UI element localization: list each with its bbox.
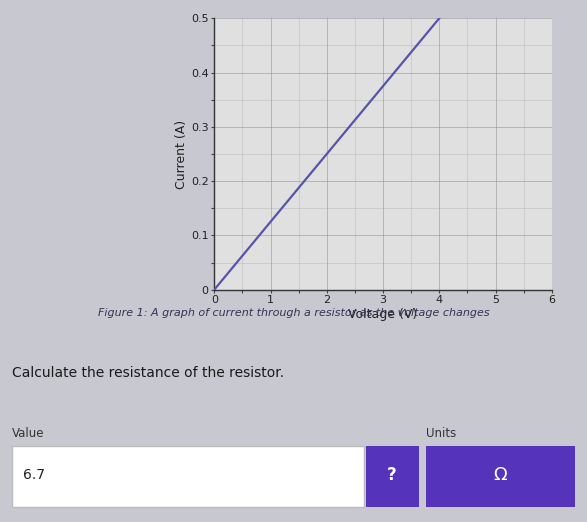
Text: Ω: Ω [493, 466, 507, 484]
Text: 6.7: 6.7 [23, 468, 45, 482]
Text: Units: Units [426, 427, 456, 440]
FancyBboxPatch shape [12, 446, 364, 507]
Text: Calculate the resistance of the resistor.: Calculate the resistance of the resistor… [12, 366, 284, 380]
Text: ?: ? [387, 466, 397, 484]
Y-axis label: Current (A): Current (A) [175, 120, 188, 188]
X-axis label: Voltage (V): Voltage (V) [349, 308, 417, 321]
FancyBboxPatch shape [426, 446, 575, 507]
Text: Figure 1: A graph of current through a resistor as the voltage changes: Figure 1: A graph of current through a r… [97, 307, 490, 318]
FancyBboxPatch shape [366, 446, 419, 507]
Text: Value: Value [12, 427, 44, 440]
